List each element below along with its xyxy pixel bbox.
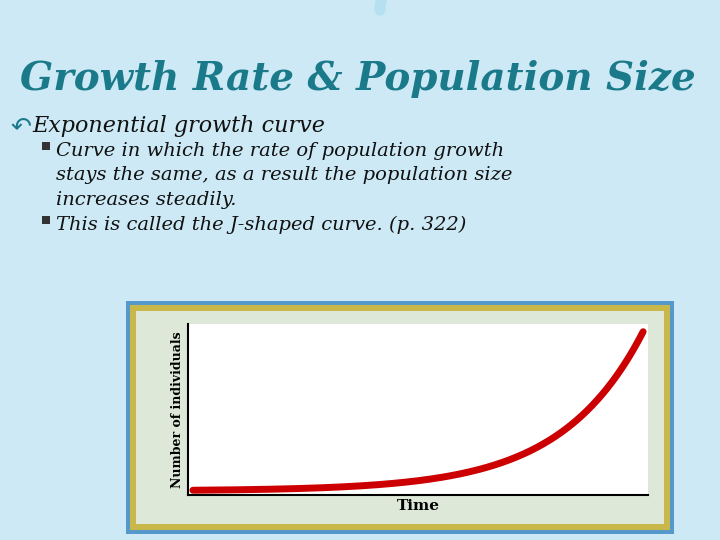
- Bar: [42, 216, 50, 224]
- X-axis label: Time: Time: [397, 499, 439, 513]
- Text: Growth Rate & Population Size: Growth Rate & Population Size: [20, 60, 696, 98]
- Bar: [42, 142, 50, 150]
- Text: ↶: ↶: [10, 115, 31, 139]
- FancyBboxPatch shape: [126, 301, 674, 534]
- FancyBboxPatch shape: [130, 305, 670, 530]
- Text: This is called the J-shaped curve. (p. 322): This is called the J-shaped curve. (p. 3…: [56, 216, 467, 234]
- Text: Curve in which the rate of population growth
stays the same, as a result the pop: Curve in which the rate of population gr…: [56, 142, 513, 208]
- Y-axis label: Number of individuals: Number of individuals: [171, 331, 184, 488]
- Text: Exponential growth curve: Exponential growth curve: [32, 115, 325, 137]
- Bar: [136, 311, 664, 524]
